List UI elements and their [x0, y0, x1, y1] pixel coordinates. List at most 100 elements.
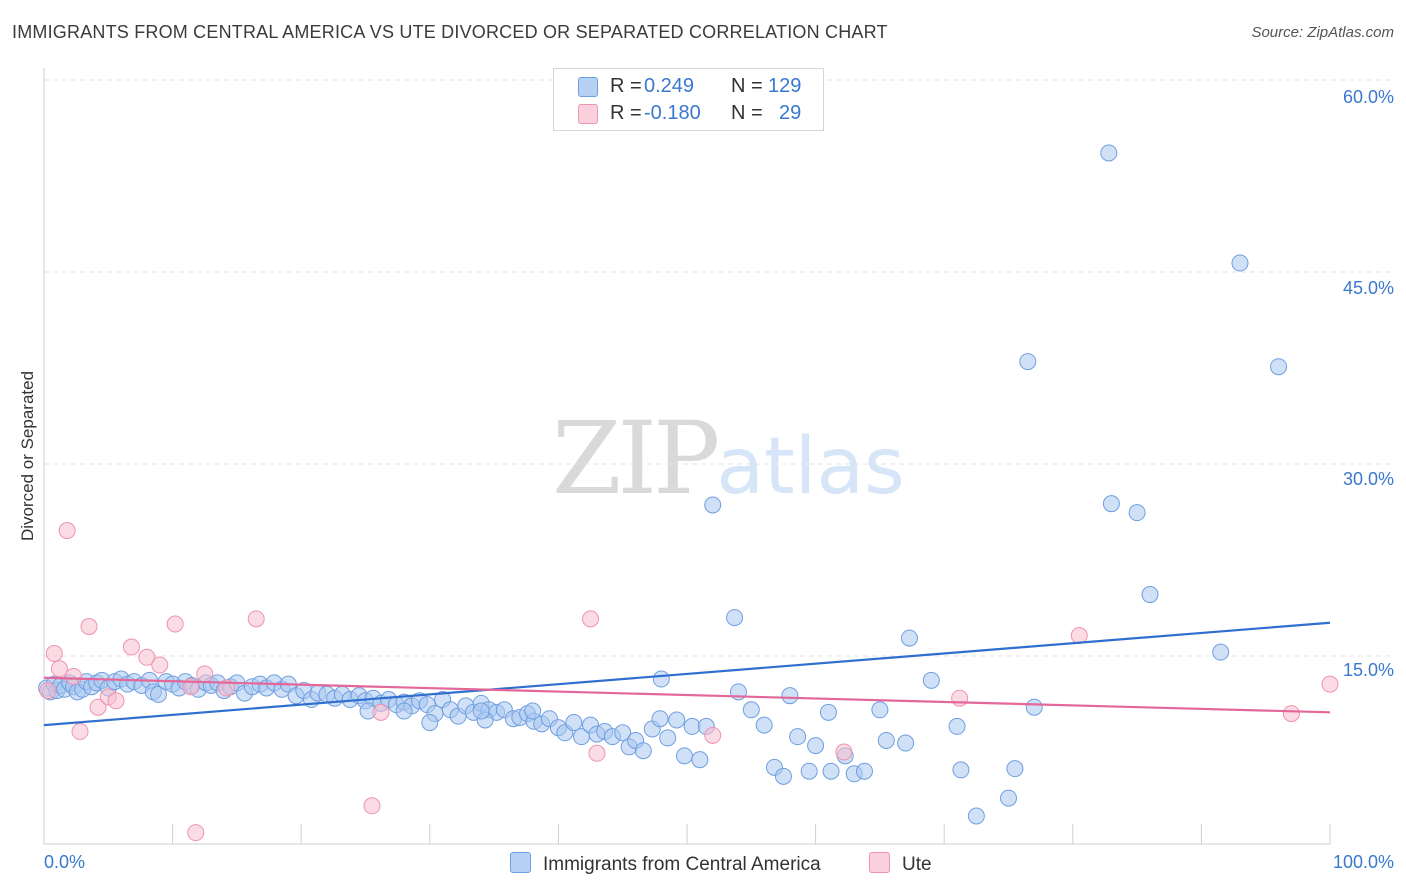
y-tick-label: 45.0%: [1342, 278, 1394, 298]
data-point-immigrants: [421, 714, 439, 732]
data-point-immigrants: [800, 762, 818, 780]
data-point-ute: [187, 824, 205, 842]
data-point-immigrants: [524, 702, 542, 720]
watermark: ZIPatlas: [552, 400, 905, 517]
data-point-immigrants: [781, 687, 799, 705]
data-point-ute: [247, 610, 265, 628]
data-point-immigrants: [395, 702, 413, 720]
data-point-ute: [151, 656, 169, 674]
data-point-immigrants: [1019, 353, 1037, 371]
x-tick-label: 0.0%: [44, 852, 86, 872]
data-point-immigrants: [149, 685, 167, 703]
data-point-immigrants: [789, 728, 807, 746]
data-point-immigrants: [565, 714, 583, 732]
data-point-ute: [80, 618, 98, 636]
blue-swatch: [578, 77, 598, 97]
data-point-immigrants: [877, 731, 895, 749]
data-point-ute: [138, 648, 156, 666]
data-point-ute: [45, 644, 63, 662]
data-point-ute: [372, 703, 390, 721]
legend-item-immigrants: Immigrants from Central America: [510, 852, 821, 876]
legend-label-immigrants: Immigrants from Central America: [543, 854, 821, 875]
legend-r-label: R =: [610, 75, 642, 97]
pink-swatch: [869, 852, 890, 873]
data-point-immigrants: [704, 496, 722, 514]
data-point-immigrants: [1025, 698, 1043, 716]
data-point-ute: [1282, 705, 1300, 723]
watermark-zip: ZIP: [552, 400, 720, 517]
chart-title: IMMIGRANTS FROM CENTRAL AMERICA VS UTE D…: [12, 22, 888, 42]
data-point-immigrants: [683, 717, 701, 735]
source-credit: Source: ZipAtlas.com: [1251, 24, 1394, 41]
data-point-immigrants: [819, 703, 837, 721]
blue-swatch: [510, 852, 531, 873]
data-point-immigrants: [634, 742, 652, 760]
data-point-immigrants: [614, 724, 632, 742]
data-point-ute: [107, 692, 125, 710]
data-point-immigrants: [755, 716, 773, 734]
data-point-ute: [65, 667, 83, 685]
pink-swatch: [578, 104, 598, 124]
legend-n-label: N =: [731, 75, 763, 97]
data-point-ute: [166, 615, 184, 633]
data-point-ute: [50, 660, 68, 678]
data-point-ute: [1070, 627, 1088, 645]
data-point-immigrants: [855, 762, 873, 780]
data-point-immigrants: [900, 629, 918, 647]
watermark-atlas: atlas: [716, 422, 905, 512]
data-point-immigrants: [659, 729, 677, 747]
data-point-immigrants: [871, 701, 889, 719]
data-point-ute: [89, 698, 107, 716]
data-point-immigrants: [1231, 254, 1249, 272]
legend-label-ute: Ute: [902, 854, 932, 875]
legend-r-value: -0.180: [644, 102, 701, 124]
data-point-ute: [588, 744, 606, 762]
data-point-immigrants: [742, 701, 760, 719]
data-point-immigrants: [807, 737, 825, 755]
y-axis-title: Divorced or Separated: [18, 370, 37, 542]
data-point-ute: [39, 682, 57, 700]
data-point-ute: [1321, 675, 1339, 693]
data-point-ute: [363, 797, 381, 815]
data-point-immigrants: [472, 702, 490, 720]
legend-n-value: 29: [779, 102, 802, 124]
data-point-ute: [704, 726, 722, 744]
data-point-immigrants: [922, 671, 940, 689]
data-point-immigrants: [1128, 504, 1146, 522]
data-point-immigrants: [726, 609, 744, 627]
data-point-ute: [951, 689, 969, 707]
data-point-immigrants: [948, 717, 966, 735]
data-point-immigrants: [967, 807, 985, 825]
legend-r-value: 0.249: [644, 75, 695, 97]
legend-n-label: N =: [731, 102, 763, 124]
correlation-legend: R = 0.249 N = 129 R = -0.180 N = 29: [553, 68, 824, 131]
legend-item-ute: Ute: [869, 852, 932, 876]
data-point-immigrants: [1100, 144, 1118, 162]
data-point-immigrants: [1102, 495, 1120, 513]
trend-line-immigrants: [43, 621, 1331, 727]
data-point-immigrants: [1141, 586, 1159, 604]
y-tick-label: 15.0%: [1342, 660, 1394, 680]
x-tick-label: 100.0%: [1332, 852, 1394, 872]
y-tick-label: 30.0%: [1342, 469, 1394, 489]
data-point-immigrants: [668, 711, 686, 729]
data-point-ute: [218, 679, 236, 697]
data-point-ute: [835, 743, 853, 761]
legend-r-label: R =: [610, 102, 642, 124]
data-point-immigrants: [774, 767, 792, 785]
data-point-immigrants: [822, 762, 840, 780]
data-point-ute: [122, 638, 140, 656]
data-point-immigrants: [651, 710, 669, 728]
data-point-immigrants: [1212, 643, 1230, 661]
y-tick-label: 60.0%: [1342, 87, 1394, 107]
data-point-ute: [582, 610, 600, 628]
data-point-immigrants: [897, 734, 915, 752]
data-point-immigrants: [1000, 789, 1017, 807]
data-point-immigrants: [691, 751, 709, 769]
data-point-ute: [58, 522, 76, 540]
data-point-ute: [71, 723, 89, 741]
trend-line-ute: [43, 676, 1331, 714]
data-point-immigrants: [1006, 760, 1024, 778]
data-point-immigrants: [952, 761, 970, 779]
